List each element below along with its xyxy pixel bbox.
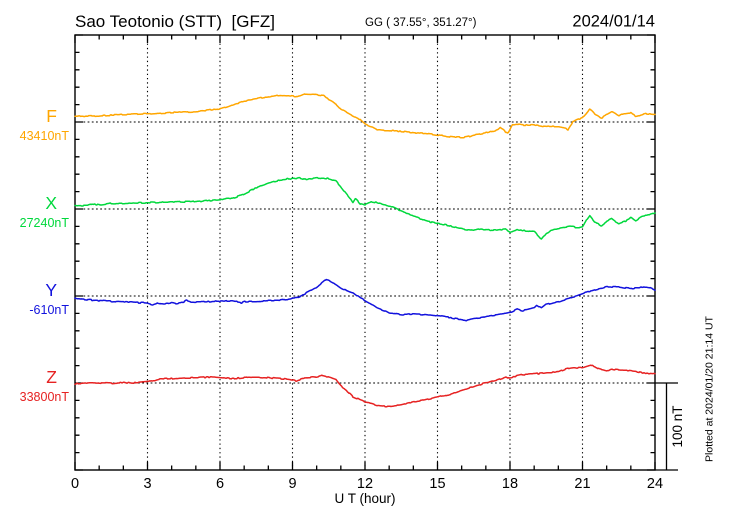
svg-text:0: 0 [71, 476, 79, 492]
svg-text:Y: Y [45, 280, 57, 300]
svg-text:2024/01/14: 2024/01/14 [572, 13, 655, 31]
svg-text:100 nT: 100 nT [670, 405, 685, 447]
svg-text:24: 24 [647, 476, 663, 492]
svg-text:Z: Z [46, 367, 57, 387]
svg-text:F: F [46, 106, 57, 126]
svg-text:U T (hour): U T (hour) [334, 491, 395, 506]
svg-text:43410nT: 43410nT [20, 129, 70, 143]
svg-text:Sao Teotonio (STT) [GFZ]: Sao Teotonio (STT) [GFZ] [75, 12, 275, 31]
svg-text:33800nT: 33800nT [20, 390, 70, 404]
svg-text:Plotted at 2024/01/20 21:14 UT: Plotted at 2024/01/20 21:14 UT [704, 315, 716, 462]
svg-text:6: 6 [216, 476, 224, 492]
svg-text:18: 18 [502, 476, 518, 492]
svg-text:GG ( 37.55°, 351.27°): GG ( 37.55°, 351.27°) [365, 17, 477, 29]
svg-text:12: 12 [357, 476, 373, 492]
svg-text:21: 21 [574, 476, 590, 492]
svg-text:15: 15 [429, 476, 445, 492]
svg-text:27240nT: 27240nT [20, 216, 70, 230]
svg-text:X: X [45, 193, 57, 213]
svg-text:3: 3 [143, 476, 151, 492]
svg-text:-610nT: -610nT [29, 303, 69, 317]
svg-text:9: 9 [288, 476, 296, 492]
